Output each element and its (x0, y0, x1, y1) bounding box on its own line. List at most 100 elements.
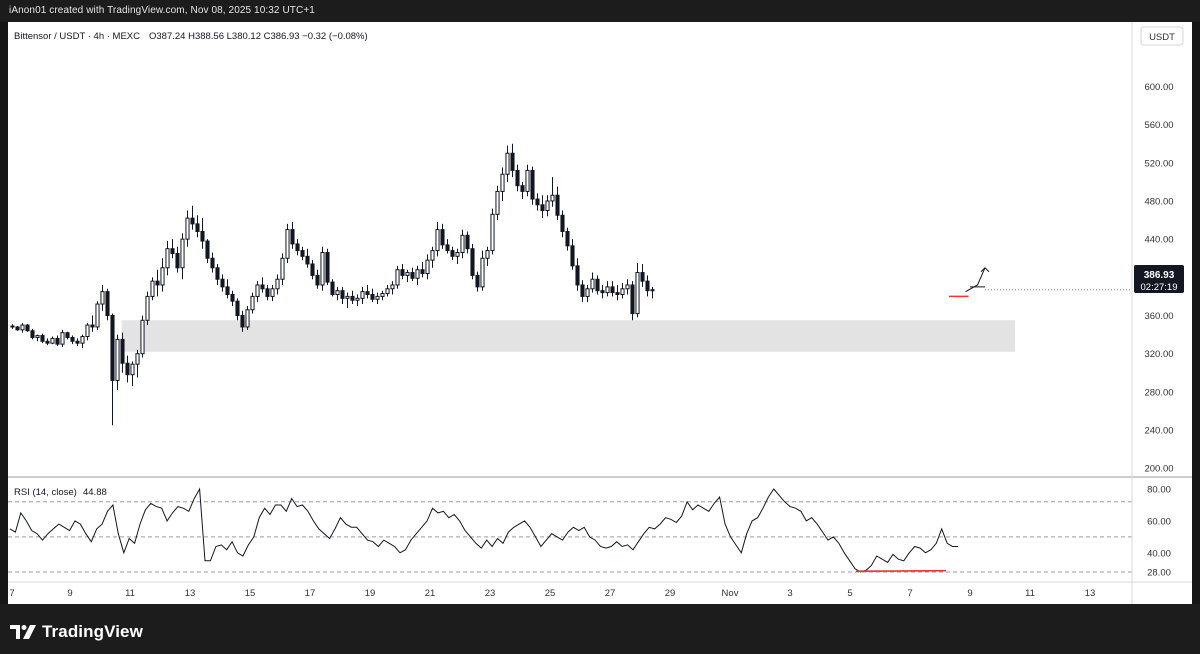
tradingview-brand-text: TradingView (42, 622, 143, 641)
candle (165, 241, 170, 276)
candle-body-down (615, 292, 620, 296)
candle-body-up (375, 295, 380, 300)
candle-body-up (180, 238, 185, 269)
candle-body-up (345, 295, 350, 299)
candle (535, 193, 540, 211)
candle (95, 301, 100, 330)
candle-body-up (650, 289, 655, 292)
price-chart-svg[interactable]: 200.00240.00280.00320.00360.00400.00440.… (8, 22, 1192, 604)
time-tick-label: 11 (1025, 588, 1035, 599)
rsi-tick-label: 80.00 (1147, 485, 1171, 496)
candle (315, 269, 320, 289)
candle (445, 239, 450, 254)
tradingview-logo-icon (10, 625, 36, 639)
symbol-label[interactable]: Bittensor / USDT · 4h · MEXC (14, 31, 140, 42)
candle (235, 298, 240, 321)
candle (170, 239, 175, 259)
candle (200, 218, 205, 249)
time-tick-label: Nov (722, 588, 739, 599)
candle-body-down (540, 204, 545, 212)
tradingview-logo[interactable]: TradingView (10, 622, 143, 642)
candle (440, 223, 445, 249)
candle (140, 315, 145, 358)
candle (640, 263, 645, 287)
candle-body-up (550, 194, 555, 202)
candle (495, 185, 500, 221)
candle-body-down (120, 338, 125, 364)
price-tick-label: 440.00 (1144, 235, 1173, 246)
candle-body-down (475, 274, 480, 288)
candle (135, 349, 140, 378)
candle (425, 254, 430, 280)
candle-body-down (445, 244, 450, 252)
candle (130, 361, 135, 387)
candle (110, 313, 115, 426)
candle-body-down (330, 281, 335, 296)
rsi-line (9, 487, 958, 573)
top-bar: iAnon01 created with TradingView.com, No… (0, 0, 1200, 22)
candle (630, 281, 635, 321)
candle (290, 221, 295, 249)
candle-body-up (545, 200, 550, 212)
candle-body-down (530, 169, 535, 200)
candle-body-down (55, 337, 60, 345)
candle-body-down (640, 272, 645, 282)
candle-body-down (295, 243, 300, 252)
candle (30, 328, 35, 340)
candle (215, 263, 220, 285)
candle (610, 281, 615, 297)
candle (195, 215, 200, 238)
chart-area[interactable]: 200.00240.00280.00320.00360.00400.00440.… (8, 22, 1192, 604)
candle (555, 186, 560, 221)
candle-body-down (440, 229, 445, 246)
candle (575, 258, 580, 291)
candle (250, 292, 255, 314)
currency-label: USDT (1149, 32, 1175, 43)
candle-body-down (45, 340, 50, 344)
candle-body-down (195, 223, 200, 233)
candle-body-down (465, 234, 470, 250)
candle (580, 280, 585, 303)
time-tick-label: 15 (245, 588, 256, 599)
candle-body-down (65, 332, 70, 338)
time-tick-label: 5 (847, 588, 852, 599)
candle (125, 355, 130, 383)
rsi-tick-label: 40.00 (1147, 548, 1171, 559)
currency-button[interactable] (1140, 26, 1184, 46)
candle (530, 166, 535, 205)
candle (65, 331, 70, 340)
candle (475, 271, 480, 292)
rsi-value: 44.88 (83, 487, 107, 498)
candle-body-down (200, 231, 205, 242)
candle-body-up (150, 280, 155, 297)
candle-body-down (600, 290, 605, 294)
candle-body-down (610, 286, 615, 294)
candle-body-up (635, 272, 640, 315)
projection-arrowhead (980, 267, 990, 273)
price-tick-label: 280.00 (1144, 387, 1173, 398)
candle (295, 239, 300, 256)
candle (160, 258, 165, 292)
candle (145, 291, 150, 326)
candle-body-down (555, 194, 560, 216)
candle (470, 243, 475, 280)
candle (120, 332, 125, 373)
candle-body-down (265, 288, 270, 297)
candle (90, 315, 95, 332)
candle-body-up (430, 250, 435, 261)
rsi-label[interactable]: RSI (14, close) (14, 487, 77, 498)
candle-body-down (310, 263, 315, 276)
candle (70, 335, 75, 345)
candle (435, 221, 440, 257)
candle-body-down (595, 278, 600, 292)
candle-body-up (85, 324, 90, 338)
candle-body-down (40, 335, 45, 342)
time-tick-label: 17 (305, 588, 316, 599)
candle (605, 281, 610, 297)
candle (490, 208, 495, 255)
candle-body-down (305, 255, 310, 265)
candle (500, 167, 505, 201)
candle-body-up (405, 272, 410, 276)
candle-body-down (630, 284, 635, 315)
time-tick-label: 11 (125, 588, 135, 599)
